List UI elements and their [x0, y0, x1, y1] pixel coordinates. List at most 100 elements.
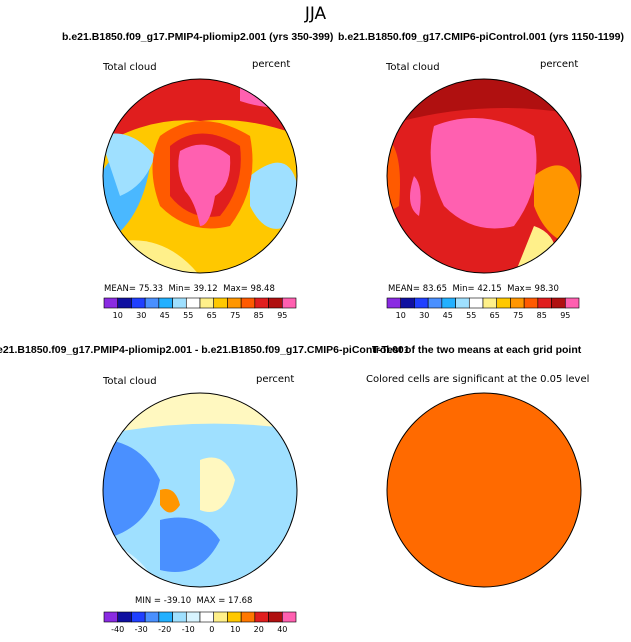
- colorbar-swatch: [213, 297, 228, 309]
- panel-3-max-value: 17.68: [228, 596, 253, 606]
- panel-3-max-label: MAX =: [196, 596, 226, 606]
- panel-4-annotation: Colored cells are significant at the 0.0…: [366, 374, 590, 385]
- colorbar-swatch: [281, 611, 297, 623]
- panel-1-max-value: 98.48: [250, 284, 275, 294]
- colorbar-tick-label: -30: [135, 625, 148, 634]
- panel-1-min-value: 39.12: [193, 284, 218, 294]
- panel-2-max-value: 98.30: [534, 284, 559, 294]
- colorbar-swatch: [414, 297, 429, 309]
- panel-3-title: e21.B1850.f09_g17.PMIP4-pliomip2.001 - b…: [0, 344, 410, 356]
- colorbar-tick-label: 30: [136, 311, 146, 320]
- colorbar-swatch: [144, 611, 160, 623]
- panel-2-title: b.e21.B1850.f09_g17.CMIP6-piControl.001 …: [338, 31, 624, 43]
- panel-1-min-label: Min=: [168, 284, 191, 294]
- colorbar-tick-label: 65: [490, 311, 500, 320]
- panel-2-mean-label: MEAN=: [388, 284, 420, 294]
- colorbar-swatch: [227, 611, 242, 623]
- colorbar-swatch: [427, 297, 443, 309]
- colorbar-swatch: [117, 297, 132, 309]
- colorbar-swatch: [213, 611, 228, 623]
- panel-1-variable: Total cloud: [103, 62, 157, 73]
- colorbar-swatch: [281, 297, 297, 309]
- colorbar-tick-label: 45: [160, 311, 170, 320]
- panel-3-colorbar: -40 -30 -20 -10 0 10 20 40: [103, 611, 297, 634]
- colorbar-swatch: [400, 297, 415, 309]
- panel-1-units: percent: [252, 59, 291, 70]
- panel-1-stats: MEAN= 75.33 Min= 39.12 Max= 98.48: [104, 284, 275, 294]
- colorbar-swatch: [386, 297, 402, 309]
- panel-3-units: percent: [256, 374, 295, 385]
- colorbar-tick-label: 85: [254, 311, 264, 320]
- colorbar-swatch: [185, 297, 201, 309]
- panel-2-max-label: Max=: [507, 284, 532, 294]
- panel-1-map: [102, 78, 298, 274]
- colorbar-swatch: [441, 297, 456, 309]
- panel-2-colorbar: 10 30 45 55 65 75 85 95: [386, 297, 580, 320]
- colorbar-swatch: [496, 297, 511, 309]
- colorbar-swatch: [199, 611, 215, 623]
- colorbar-tick-label: 75: [230, 311, 240, 320]
- colorbar-swatch: [103, 611, 119, 623]
- panel-3-stats: MIN = -39.10 MAX = 17.68: [135, 596, 252, 606]
- colorbar-tick-label: 95: [560, 311, 570, 320]
- colorbar-swatch: [254, 297, 269, 309]
- colorbar-swatch: [185, 611, 201, 623]
- colorbar-swatch: [227, 297, 242, 309]
- colorbar-tick-label: 40: [277, 625, 287, 634]
- colorbar-tick-label: 75: [513, 311, 523, 320]
- panel-1-mean-value: 75.33: [138, 284, 164, 294]
- panel-2-min-value: 42.15: [477, 284, 502, 294]
- panel-3-min-value: -39.10: [163, 596, 192, 606]
- colorbar-swatch: [158, 297, 173, 309]
- colorbar-swatch: [172, 611, 187, 623]
- colorbar-swatch: [254, 611, 269, 623]
- colorbar-swatch: [131, 297, 146, 309]
- colorbar-swatch: [240, 297, 256, 309]
- colorbar-swatch: [144, 297, 160, 309]
- colorbar-swatch: [551, 297, 566, 309]
- panel-1-max-label: Max=: [223, 284, 248, 294]
- colorbar-swatch: [199, 297, 215, 309]
- colorbar-tick-label: 0: [209, 625, 214, 634]
- panel-3-min-label: MIN =: [135, 596, 162, 606]
- panel-1-colorbar: 10 30 45 55 65 75 85 95: [103, 297, 297, 320]
- colorbar-tick-label: 10: [230, 625, 240, 634]
- panel-2-variable: Total cloud: [386, 62, 440, 73]
- colorbar-tick-label: 30: [419, 311, 429, 320]
- colorbar-swatch: [523, 297, 539, 309]
- panel-2-min-label: Min=: [452, 284, 475, 294]
- panel-4-map: [386, 392, 582, 588]
- colorbar-tick-label: 55: [466, 311, 476, 320]
- colorbar-swatch: [117, 611, 132, 623]
- colorbar-tick-label: 10: [113, 311, 123, 320]
- panel-3-variable: Total cloud: [103, 376, 157, 387]
- colorbar-tick-label: 65: [207, 311, 217, 320]
- colorbar-swatch: [172, 297, 187, 309]
- colorbar-swatch: [268, 297, 283, 309]
- panel-2-mean-value: 83.65: [422, 284, 448, 294]
- panel-2-units: percent: [540, 59, 579, 70]
- colorbar-tick-label: 85: [537, 311, 547, 320]
- colorbar-tick-label: 55: [183, 311, 193, 320]
- colorbar-tick-label: 20: [254, 625, 264, 634]
- colorbar-swatch: [468, 297, 484, 309]
- figure-title: JJA: [304, 4, 327, 24]
- colorbar-swatch: [564, 297, 580, 309]
- colorbar-tick-label: -10: [182, 625, 195, 634]
- colorbar-tick-label: 10: [396, 311, 406, 320]
- colorbar-swatch: [455, 297, 470, 309]
- colorbar-tick-label: 45: [443, 311, 453, 320]
- colorbar-swatch: [482, 297, 498, 309]
- colorbar-swatch: [510, 297, 525, 309]
- colorbar-swatch: [537, 297, 552, 309]
- panel-4-title: T-Test of the two means at each grid poi…: [372, 344, 582, 356]
- panel-2-stats: MEAN= 83.65 Min= 42.15 Max= 98.30: [388, 284, 559, 294]
- colorbar-tick-label: -40: [111, 625, 124, 634]
- colorbar-tick-label: -20: [158, 625, 171, 634]
- colorbar-swatch: [158, 611, 173, 623]
- colorbar-swatch: [103, 297, 119, 309]
- colorbar-swatch: [268, 611, 283, 623]
- panel-1-mean-label: MEAN=: [104, 284, 136, 294]
- colorbar-swatch: [131, 611, 146, 623]
- colorbar-tick-label: 95: [277, 311, 287, 320]
